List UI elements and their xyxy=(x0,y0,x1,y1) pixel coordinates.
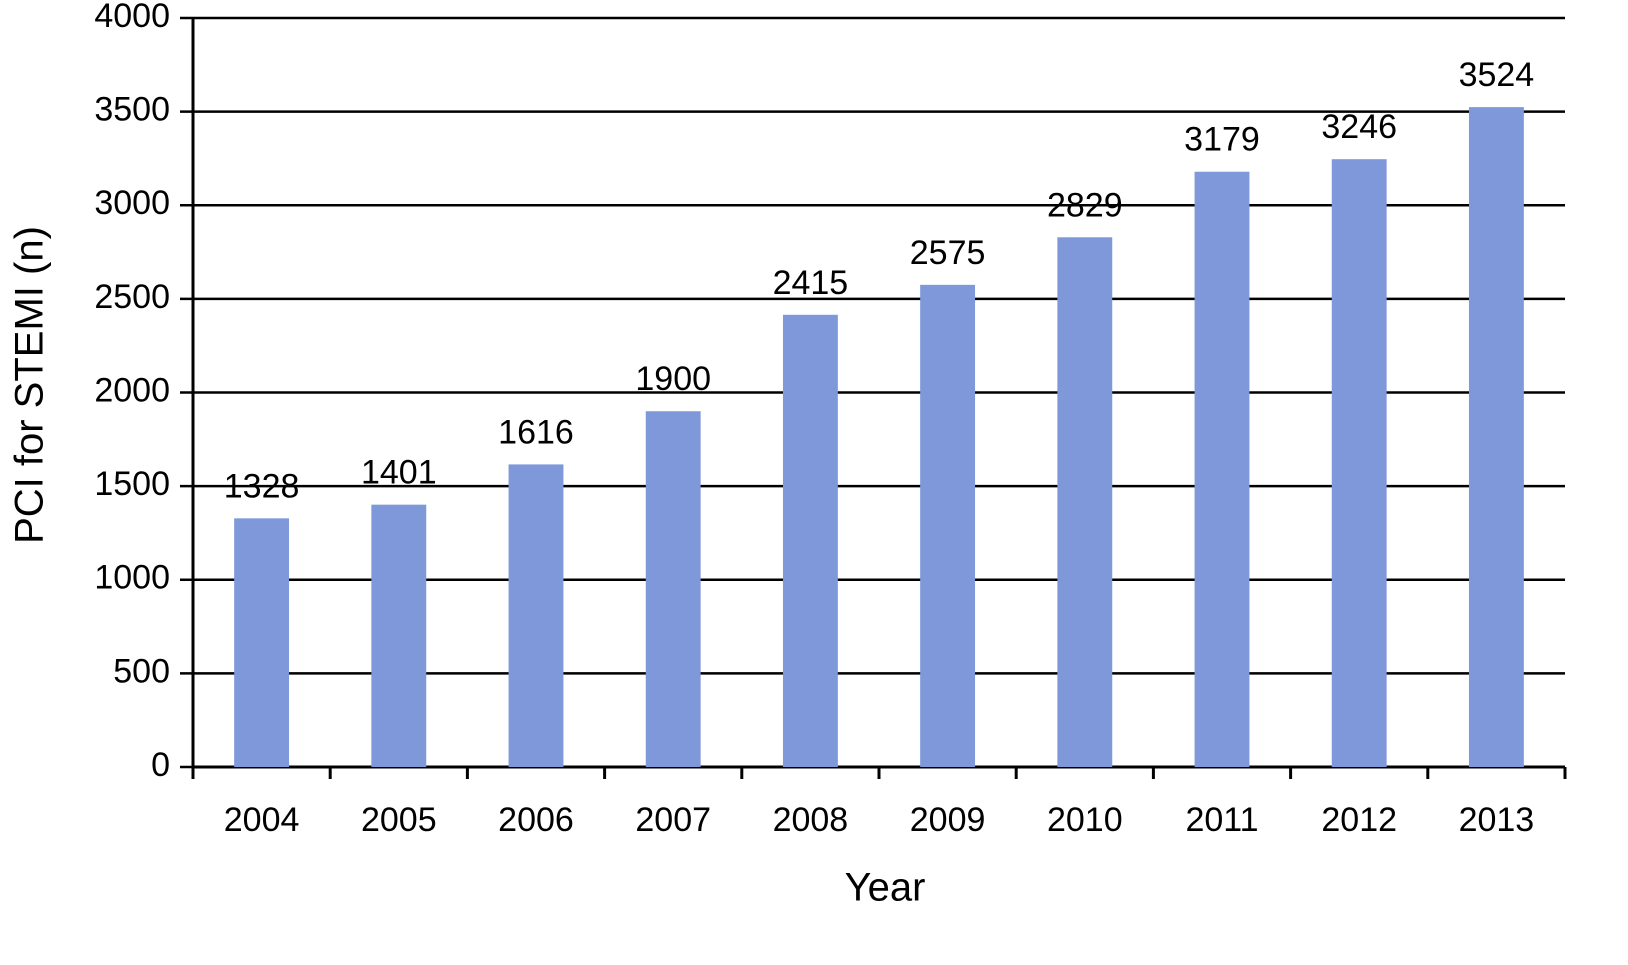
value-label: 3179 xyxy=(1184,121,1260,159)
x-axis-title: Year xyxy=(845,866,926,910)
value-label: 3524 xyxy=(1459,56,1535,94)
x-tick-label: 2004 xyxy=(224,801,300,839)
x-tick-label: 2008 xyxy=(773,801,849,839)
y-tick-label: 500 xyxy=(113,652,170,690)
bar xyxy=(1057,237,1113,767)
x-tick-label: 2005 xyxy=(361,801,437,839)
x-tick-label: 2012 xyxy=(1321,801,1397,839)
value-label: 3246 xyxy=(1321,108,1397,146)
y-tick-label: 1500 xyxy=(94,465,170,503)
y-tick-label: 3500 xyxy=(94,91,170,129)
value-label: 1328 xyxy=(224,467,300,505)
x-tick-label: 2010 xyxy=(1047,801,1123,839)
y-tick-label: 2000 xyxy=(94,371,170,409)
bar xyxy=(508,464,564,767)
bar xyxy=(1194,171,1250,768)
y-tick-label: 4000 xyxy=(94,0,170,35)
value-label: 2575 xyxy=(910,234,986,272)
x-tick-label: 2006 xyxy=(498,801,574,839)
bar xyxy=(782,314,838,767)
bar xyxy=(920,284,976,767)
y-tick-label: 1000 xyxy=(94,559,170,597)
bar xyxy=(645,411,701,767)
x-tick-label: 2007 xyxy=(635,801,711,839)
bar xyxy=(1468,107,1524,768)
y-axis-title: PCI for STEMI (n) xyxy=(8,226,52,544)
x-tick-label: 2011 xyxy=(1185,801,1258,839)
value-label: 2829 xyxy=(1047,186,1123,224)
y-tick-label: 3000 xyxy=(94,184,170,222)
value-label: 2415 xyxy=(773,264,849,302)
value-label: 1616 xyxy=(498,413,574,451)
value-label: 1401 xyxy=(361,454,437,492)
x-tick-label: 2013 xyxy=(1459,801,1535,839)
bar xyxy=(234,518,290,767)
y-tick-label: 2500 xyxy=(94,278,170,316)
bar xyxy=(371,504,427,767)
value-label: 1900 xyxy=(635,360,711,398)
x-tick-label: 2009 xyxy=(910,801,986,839)
bar xyxy=(1331,159,1387,767)
y-tick-label: 0 xyxy=(151,746,170,784)
